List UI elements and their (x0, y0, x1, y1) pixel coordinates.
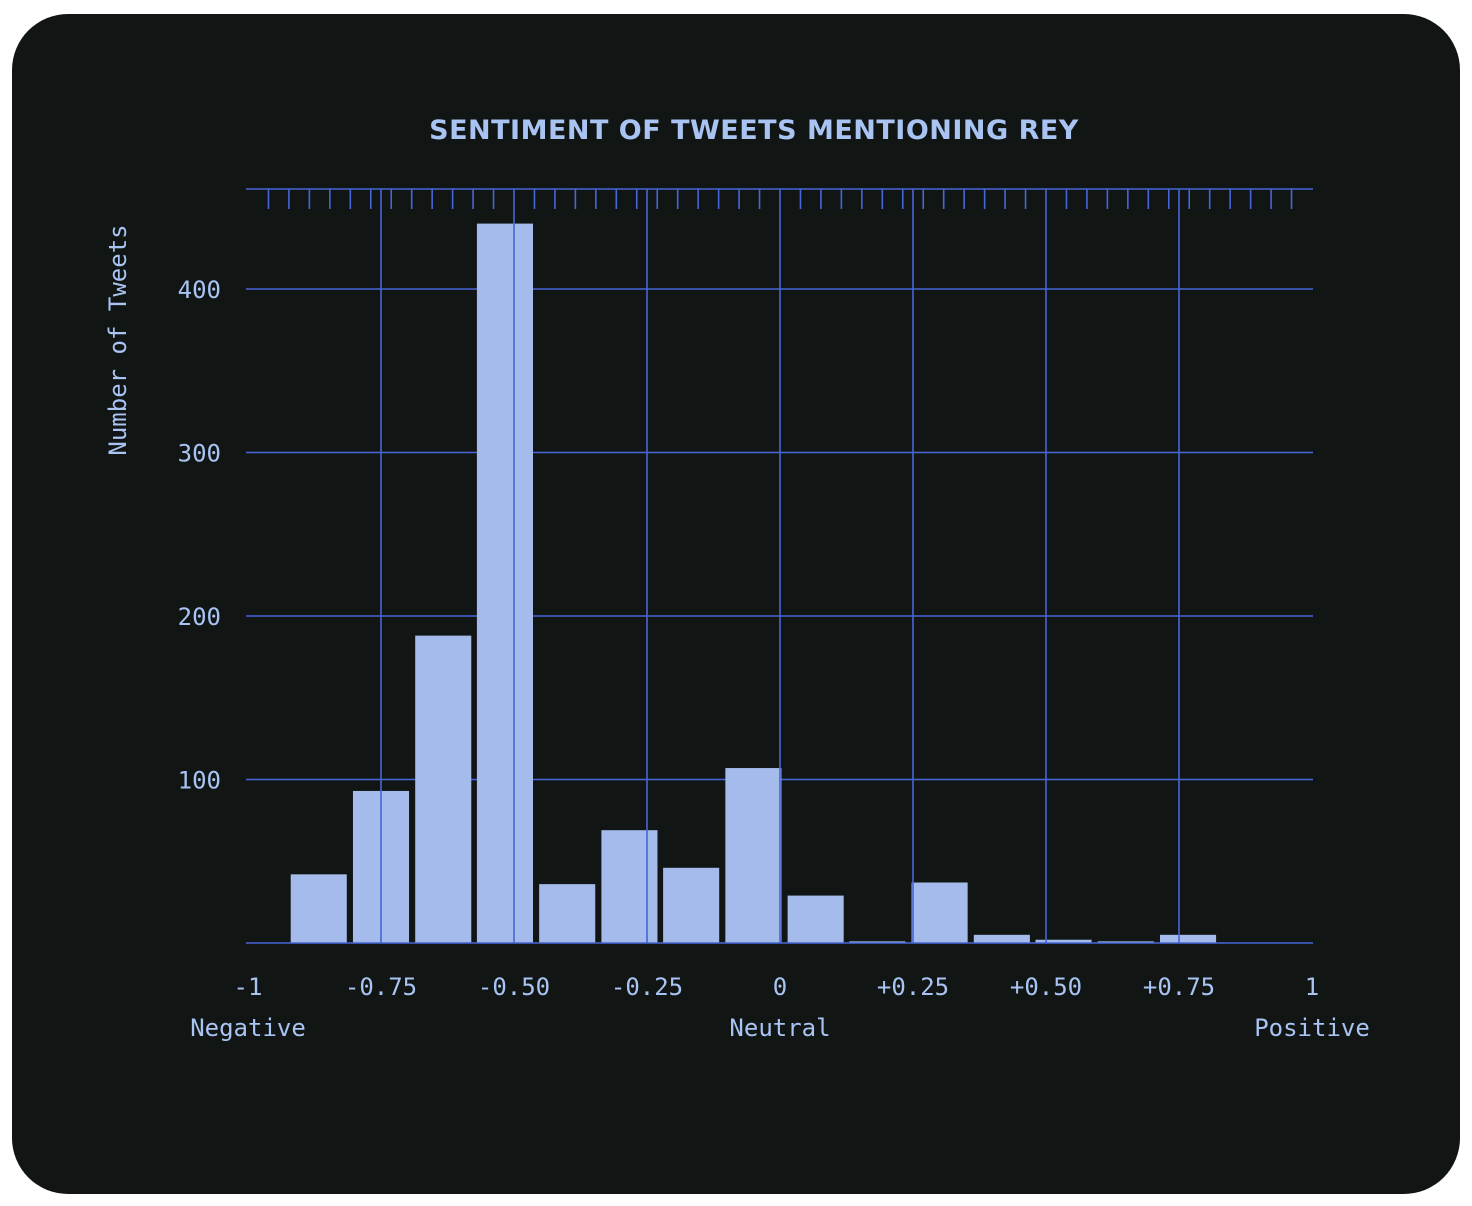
x-region-label: Positive (1254, 1014, 1370, 1042)
chart-title: SENTIMENT OF TWEETS MENTIONING REY (429, 115, 1079, 146)
bar (849, 941, 906, 943)
x-region-label: Negative (190, 1014, 306, 1042)
x-tick-label: +0.25 (877, 973, 949, 1001)
bar (1097, 941, 1154, 943)
y-tick-label: 300 (178, 440, 221, 468)
y-tick-label: 100 (178, 767, 221, 795)
bar (911, 882, 968, 943)
bar (290, 874, 347, 943)
bar (725, 768, 782, 943)
bars (290, 223, 1217, 944)
x-tick-label: -0.25 (611, 973, 683, 1001)
x-tick-label: -0.50 (478, 973, 550, 1001)
bar (1160, 934, 1217, 943)
x-tick-label: 0 (773, 973, 787, 1001)
bar (415, 635, 472, 943)
x-tick-label: -1 (234, 973, 263, 1001)
bar (539, 884, 596, 943)
x-tick-label: -0.75 (345, 973, 417, 1001)
x-region-label: Neutral (729, 1014, 830, 1042)
bar (663, 867, 720, 943)
bar (1035, 939, 1092, 943)
grid-overlay (246, 189, 1313, 944)
bar (787, 895, 844, 943)
y-axis-label: Number of Tweets (104, 224, 132, 455)
bar (601, 830, 658, 943)
x-tick-label: +0.75 (1143, 973, 1215, 1001)
x-tick-label: 1 (1305, 973, 1319, 1001)
axis-labels: 100 200 300 400 -1 -0.75 -0.50 -0.25 0 +0.25 +0.50… (178, 276, 1370, 1042)
y-tick-label: 400 (178, 276, 221, 304)
x-tick-label: +0.50 (1010, 973, 1082, 1001)
chart-card (12, 14, 1460, 1194)
bar (476, 223, 533, 944)
bar (973, 934, 1030, 943)
y-tick-label: 200 (178, 603, 221, 631)
